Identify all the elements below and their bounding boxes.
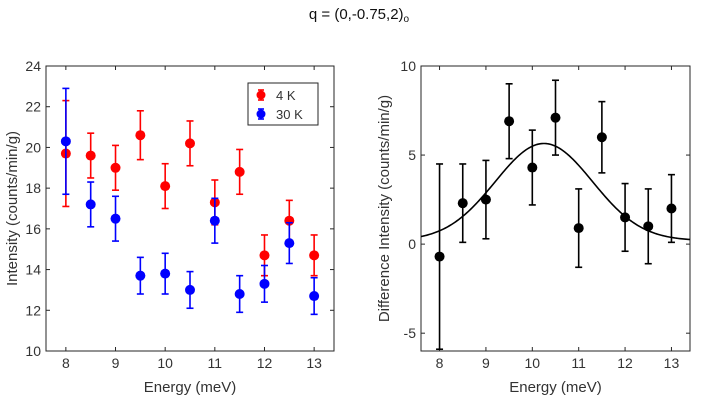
panel1-ytick-label: 20 (25, 139, 41, 155)
panel2-axes-box (420, 65, 691, 352)
panel1-series-4-k-point (309, 250, 320, 261)
panel2-ytick-label: -5 (404, 325, 417, 341)
panel1-series-30-k-point (160, 268, 171, 279)
panel1-series-4-k-point (259, 250, 270, 261)
legend-marker (256, 109, 266, 119)
panel2-xtick-label: 11 (571, 355, 586, 371)
panel1-series-30-k-point (135, 270, 146, 281)
panel1-axes-box (45, 65, 335, 352)
panel2-ytick-label: 5 (408, 147, 416, 163)
panel2-ylabel: Difference Intensity (counts/min/g) (376, 95, 393, 322)
panel1-series-4-k-point (85, 150, 96, 161)
legend-label: 30 K (276, 107, 303, 122)
panel1-ytick-label: 24 (25, 58, 41, 74)
panel1-xtick-label: 12 (257, 355, 273, 371)
panel2-series-difference-point (666, 203, 677, 214)
panel2-series-difference-point (457, 198, 468, 209)
panel2-series-difference-point (620, 212, 631, 223)
panel1-ytick-label: 10 (25, 343, 41, 359)
panel1-xtick-label: 9 (112, 355, 120, 371)
panel1-xtick-label: 11 (208, 355, 223, 371)
panel2-xtick-label: 8 (436, 355, 444, 371)
panel2-xtick-label: 13 (664, 355, 680, 371)
panel2-series-difference-point (434, 251, 445, 262)
panel1-series-4-k-point (185, 138, 195, 149)
panel2-xtick-label: 9 (482, 355, 490, 371)
panel1-series-4-k-point (160, 181, 171, 192)
panel2-ytick-label: 0 (408, 236, 416, 252)
panel1-series-4-k-point (135, 130, 146, 141)
panel2-series-difference-point (596, 132, 607, 143)
legend-marker (256, 90, 266, 100)
panel1-xtick-label: 13 (306, 355, 322, 371)
panel1-series-4-k-point (110, 162, 121, 173)
panel1-xtick-label: 8 (62, 355, 70, 371)
title-main: q = (0,-0.75,2) (308, 6, 404, 23)
panel1-ytick-label: 14 (25, 262, 41, 278)
panel1-ytick-label: 22 (25, 99, 41, 115)
legend-label: 4 K (276, 88, 296, 103)
panel2-series-difference-point (573, 223, 584, 234)
panel1-series-30-k-point (209, 215, 220, 226)
panel2-xtick-label: 10 (525, 355, 541, 371)
panel1-series-30-k-point (259, 278, 270, 289)
panel1-ytick-label: 12 (25, 302, 41, 318)
panel2-series-difference-point (643, 221, 654, 232)
panel2-series-difference-point (550, 112, 561, 123)
panel1-series-30-k-point (185, 284, 195, 295)
panel2-series-difference-point (527, 162, 538, 173)
panel1-xtick-label: 10 (157, 355, 173, 371)
panel2-series-difference-point (480, 194, 491, 205)
panel1-series-4-k-point (234, 166, 245, 177)
panel1-series-30-k-point (110, 213, 121, 224)
panel1-ytick-label: 16 (25, 221, 41, 237)
panel1-series-30-k-point (60, 136, 71, 147)
panel1-series-30-k-point (309, 291, 320, 302)
figure-title: q = (0,-0.75,2)o (0, 6, 718, 25)
title-subscript: o (403, 14, 410, 25)
panel2-series-difference-point (504, 116, 515, 127)
panel2-xtick-label: 12 (617, 355, 633, 371)
panel1-series-30-k-point (85, 199, 96, 210)
panel2-xlabel: Energy (meV) (509, 379, 602, 396)
panel1-ytick-label: 18 (25, 180, 41, 196)
panel1-ylabel: Intensity (counts/min/g) (4, 131, 21, 286)
panel1-series-30-k-point (284, 238, 295, 249)
panel1-series-30-k-point (234, 289, 245, 299)
panel2-ytick-label: 10 (400, 58, 416, 74)
panel1-xlabel: Energy (meV) (144, 379, 237, 396)
